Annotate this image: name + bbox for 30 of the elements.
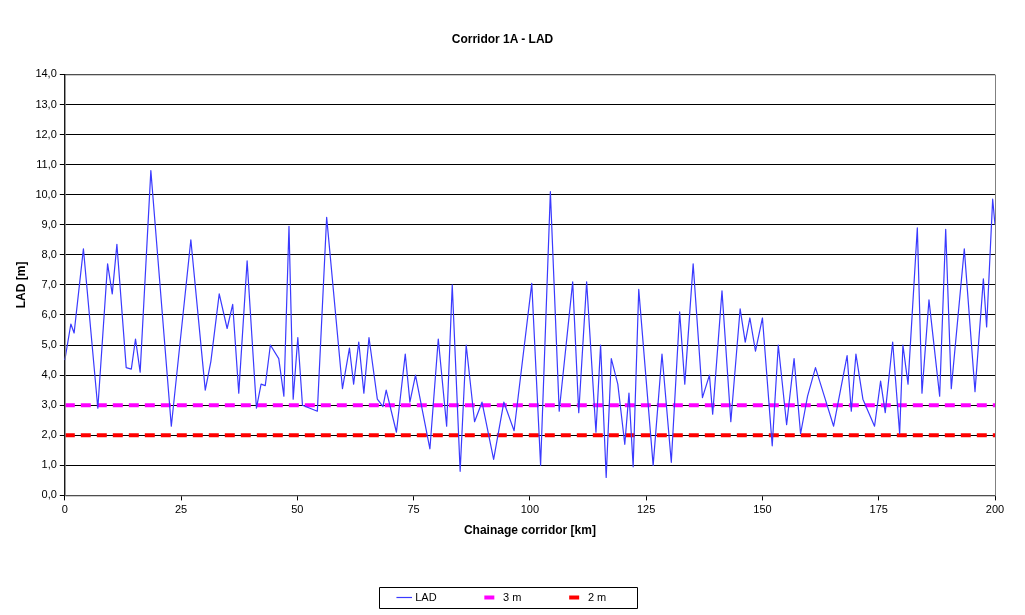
y-tick-label: 8,0 [41, 247, 57, 260]
y-tick-label: 4,0 [41, 368, 57, 381]
x-tick-label: 25 [174, 503, 188, 516]
legend-label: 3 m [503, 590, 522, 603]
legend-label: LAD [415, 590, 437, 603]
y-tick-label: 5,0 [41, 338, 57, 351]
y-tick-label: 12,0 [35, 127, 57, 140]
x-tick-label: 150 [753, 503, 772, 516]
x-tick-label: 50 [291, 503, 304, 516]
y-tick-label: 14,0 [35, 67, 57, 80]
x-tick-label: 100 [520, 503, 540, 516]
y-tick-label: 2,0 [41, 428, 57, 441]
x-tick-label: 75 [407, 503, 420, 516]
y-tick-label: 11,0 [36, 157, 57, 170]
y-tick-label: 3,0 [41, 398, 57, 411]
x-tick-label: 0 [61, 503, 68, 516]
y-tick-label: 6,0 [41, 308, 57, 320]
x-tick-label: 175 [869, 503, 888, 516]
x-tick-label: 125 [637, 503, 656, 516]
y-tick-label: 13,0 [35, 97, 57, 110]
legend-label: 2 m [587, 590, 607, 603]
y-tick-label: 7,0 [41, 277, 57, 290]
y-tick-label: 9,0 [41, 217, 57, 230]
chart-title: Corridor 1A - LAD [451, 31, 554, 46]
y-tick-label: 1,0 [41, 458, 57, 471]
x-axis-title: Chainage corridor [km] [463, 523, 596, 538]
y-tick-label: 0,0 [41, 488, 57, 501]
y-axis-title: LAD [m] [13, 261, 28, 309]
y-tick-label: 10,0 [35, 187, 57, 200]
x-tick-label: 200 [985, 503, 1005, 516]
